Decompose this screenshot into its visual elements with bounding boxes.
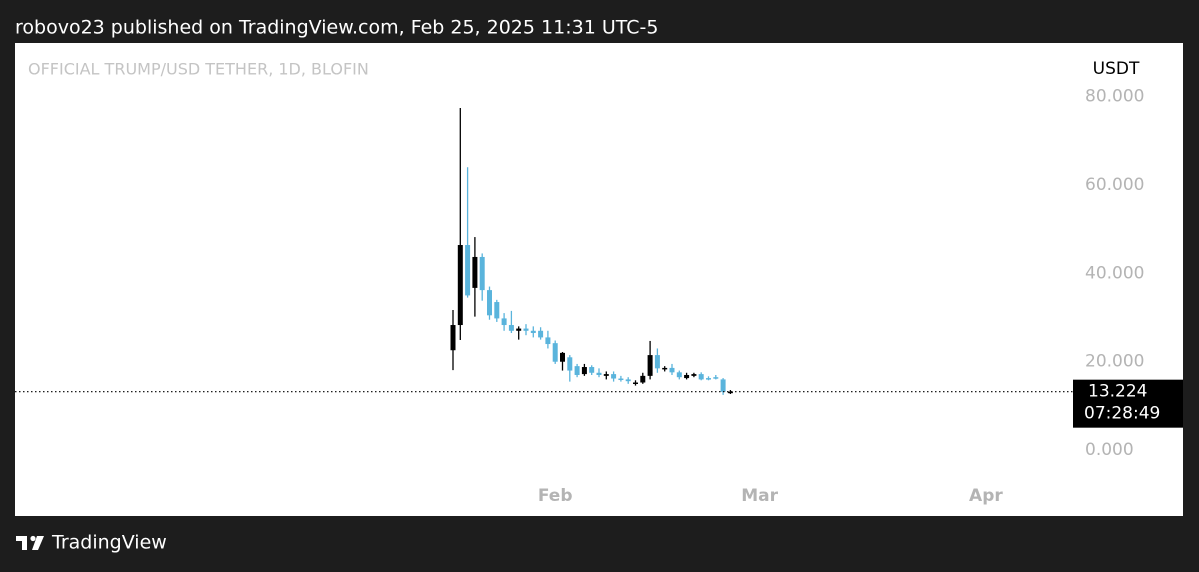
candle-body [487,290,492,316]
candle-body [545,337,551,345]
candle-body [720,379,726,392]
chart-title: OFFICIAL TRUMP/USD TETHER, 1D, BLOFIN [28,60,369,79]
last-price-label: 13.224 [1088,382,1147,402]
candle-body [611,374,617,379]
y-tick-label: 80.000 [1085,86,1144,106]
chart-area [15,43,1183,516]
candle-body [618,378,624,381]
candle-body [560,352,565,362]
candle-body [691,374,697,376]
y-tick-label: 0.000 [1085,440,1134,460]
candle-body [662,367,668,370]
y-tick-label: 20.000 [1085,352,1144,372]
x-tick-label: Mar [741,486,778,506]
countdown-label: 07:28:49 [1084,404,1160,424]
candle-body [669,367,675,373]
candle-body [633,382,638,384]
candle-body [538,330,544,338]
candle-body [479,256,485,291]
candle-body [472,256,478,288]
candle-body [596,372,602,375]
candle-body [647,355,653,376]
candle-body [581,367,587,375]
candle-body [574,366,580,375]
candle-body [567,357,573,371]
candle-body [640,375,646,383]
candle-body [727,391,733,394]
candle-body [552,343,558,362]
candle-body [625,379,631,382]
candle-body [494,302,500,319]
x-tick-label: Feb [538,486,573,506]
candle-body [676,372,682,378]
candle-body [698,374,704,380]
y-tick-label: 40.000 [1085,263,1144,283]
candle-body [589,367,595,373]
last-price-box [1073,379,1183,428]
y-tick-label: 60.000 [1085,175,1144,195]
brand-name: TradingView [51,532,167,554]
candle-body [603,374,609,376]
candle-body [523,328,529,331]
x-tick-label: Apr [969,486,1003,506]
brand-logo [16,535,44,550]
candle-body [530,330,536,333]
currency-label: USDT [1093,59,1140,79]
candle-body [450,325,456,351]
candle-body [654,355,660,369]
candle-body [713,377,719,379]
candle-body [501,318,507,326]
candle-body [465,245,471,296]
candle-body [508,325,514,331]
candle-body [516,328,522,331]
publisher-line: robovo23 published on TradingView.com, F… [15,17,658,39]
candle-body [457,245,463,326]
candle-body [706,378,711,380]
candle-body [684,374,690,379]
